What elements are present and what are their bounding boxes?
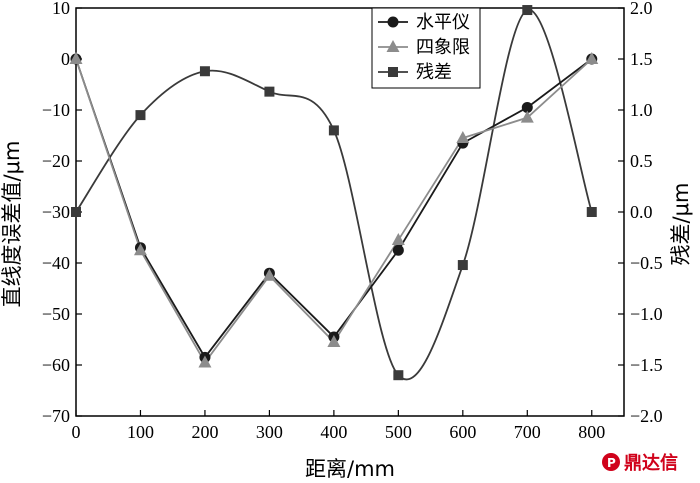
series-lines (75, 9, 593, 381)
x-tick-label: 800 (578, 422, 605, 442)
watermark-text: 鼎达信 (624, 452, 678, 474)
data-point-square (328, 125, 339, 136)
x-tick-label: 600 (449, 422, 476, 442)
legend-marker-triangle (386, 40, 400, 52)
y-right-tick-label: 0.5 (630, 151, 653, 171)
data-point-square (522, 5, 533, 16)
y-right-tick-label: 0.0 (630, 202, 653, 222)
series-line-square (75, 9, 593, 381)
x-tick-label: 400 (320, 422, 347, 442)
y-left-tick-label: −50 (42, 304, 70, 324)
x-tick-label: 100 (127, 422, 154, 442)
data-point-triangle (520, 110, 534, 123)
y-left-tick-label: −60 (42, 355, 70, 375)
data-point-square (393, 370, 404, 381)
data-point-triangle (133, 243, 147, 256)
y-left-tick-label: −40 (42, 253, 70, 273)
y-right-tick-label: 1.0 (630, 100, 653, 120)
y-right-tick-label: −1.5 (630, 355, 663, 375)
y-right-tick-label: −1.0 (630, 304, 663, 324)
y-left-tick-label: 10 (52, 0, 70, 18)
watermark: P 鼎达信 (602, 452, 678, 474)
x-tick-label: 200 (191, 422, 218, 442)
x-tick-label: 300 (256, 422, 283, 442)
y-left-tick-label: −30 (42, 202, 70, 222)
y-left-tick-label: −10 (42, 100, 70, 120)
y-right-tick-label: −0.5 (630, 253, 663, 273)
y-right-tick-label: −2.0 (630, 406, 663, 426)
x-tick-label: 0 (72, 422, 81, 442)
y-right-tick-label: 2.0 (630, 0, 653, 18)
data-point-square (264, 86, 275, 97)
y-left-tick-label: −20 (42, 151, 70, 171)
legend-label: 残差 (416, 62, 452, 83)
y-axis-title-right: 残差/μm (669, 183, 693, 266)
x-axis-title: 距离/mm (305, 457, 395, 481)
ticks: 0 100 200 300 400 500 600 700 800100−10−20−30−40… (42, 0, 663, 442)
data-point-triangle (198, 355, 212, 368)
data-point-triangle (69, 52, 83, 64)
data-point-square (135, 110, 146, 121)
series-markers (69, 5, 599, 381)
data-point-circle (392, 244, 404, 256)
y-left-tick-label: 0 (61, 49, 70, 69)
data-point-square (71, 207, 81, 217)
y-left-tick-label: −70 (42, 406, 70, 426)
data-point-square (586, 207, 597, 217)
data-point-triangle (262, 268, 276, 281)
legend-marker-square (388, 67, 398, 77)
y-axis-title-left: 直线度误差值/μm (0, 141, 24, 308)
series-line-triangle (75, 58, 593, 365)
y-right-tick-label: 1.5 (630, 49, 653, 69)
data-point-square (457, 260, 468, 271)
plot-frame (75, 7, 625, 417)
data-point-square (199, 66, 210, 77)
watermark-logo-icon (602, 453, 620, 471)
data-point-triangle (327, 335, 341, 348)
data-point-triangle (391, 233, 405, 246)
x-tick-label: 700 (514, 422, 541, 442)
data-point-triangle (585, 52, 599, 64)
watermark-logo-glyph: P (607, 456, 616, 470)
legend-label: 四象限 (416, 37, 470, 58)
data-point-triangle (456, 131, 470, 144)
legend-label: 水平仪 (416, 12, 470, 33)
series-line-circle (75, 58, 593, 359)
x-tick-label: 500 (385, 422, 412, 442)
legend-marker-circle (387, 16, 399, 28)
data-point-circle (521, 101, 533, 113)
